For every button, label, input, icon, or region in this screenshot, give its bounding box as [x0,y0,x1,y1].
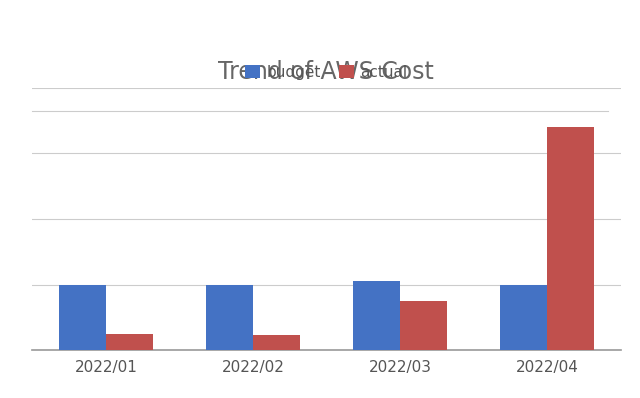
Bar [400,301,447,350]
Bar [353,281,400,350]
Bar [500,285,547,350]
Title: Trend of AWS Cost: Trend of AWS Cost [218,60,435,84]
Bar [253,335,300,350]
Bar [206,285,253,350]
Bar [59,285,106,350]
Bar [547,127,594,350]
Legend: budget, actual: budget, actual [239,59,414,86]
Bar [106,334,153,350]
